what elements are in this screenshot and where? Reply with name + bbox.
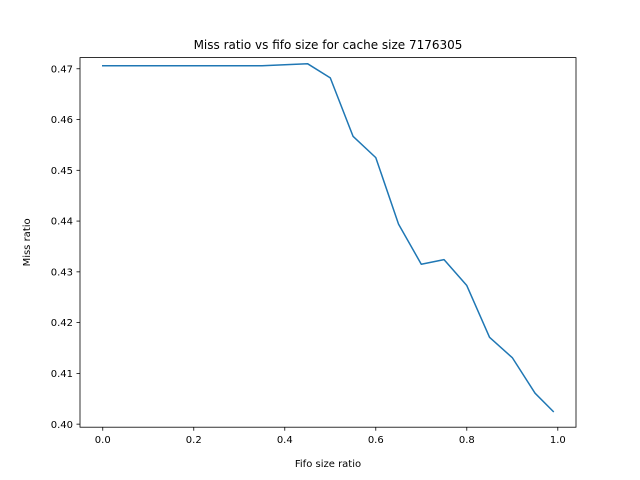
x-tick-label: 1.0 xyxy=(550,435,566,446)
x-tick-label: 0.6 xyxy=(368,435,384,446)
x-axis: 0.0 0.2 0.4 0.6 0.8 1.0 xyxy=(95,427,566,446)
y-tick-label: 0.46 xyxy=(51,115,73,126)
y-axis-label: Miss ratio xyxy=(22,218,33,266)
y-tick-label: 0.40 xyxy=(51,420,73,431)
y-axis: 0.40 0.41 0.42 0.43 0.44 0.45 0.46 0.47 xyxy=(51,64,80,431)
y-tick-label: 0.47 xyxy=(51,64,73,75)
x-tick-label: 0.4 xyxy=(277,435,293,446)
y-tick-label: 0.43 xyxy=(51,267,73,278)
x-tick-label: 0.2 xyxy=(186,435,202,446)
plot-frame xyxy=(79,57,577,428)
x-tick-label: 0.8 xyxy=(459,435,475,446)
series-line xyxy=(102,62,555,413)
y-tick-label: 0.42 xyxy=(51,318,73,329)
x-axis-label: Fifo size ratio xyxy=(295,459,361,470)
y-tick-label: 0.44 xyxy=(51,217,73,228)
plot-area xyxy=(102,62,555,413)
x-tick-label: 0.0 xyxy=(95,435,111,446)
y-tick-label: 0.45 xyxy=(51,166,73,177)
y-tick-label: 0.41 xyxy=(51,369,73,380)
chart-title: Miss ratio vs fifo size for cache size 7… xyxy=(194,38,463,52)
